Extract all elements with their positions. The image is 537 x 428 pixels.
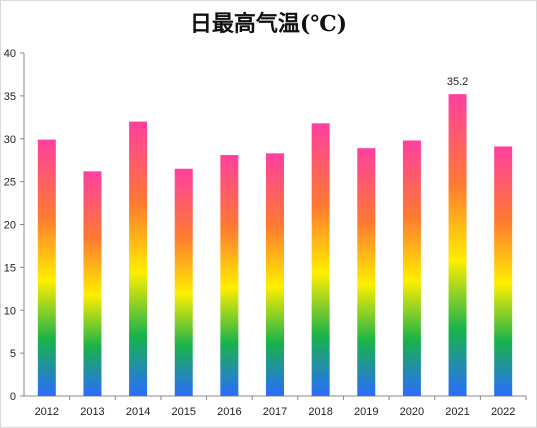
y-tick-label: 35	[4, 91, 16, 103]
bar-2021	[448, 94, 467, 396]
x-tick-label: 2012	[35, 406, 59, 418]
bar-2015	[174, 168, 193, 396]
bar-2020	[402, 140, 421, 396]
axes: 0 5 10 15 20 25 30 35 40	[4, 48, 527, 403]
y-tick-label: 10	[4, 305, 16, 317]
x-tick-label: 2018	[308, 406, 332, 418]
data-label: 35.2	[447, 76, 468, 88]
bar-2014	[129, 121, 148, 396]
bars	[37, 94, 513, 397]
bar-2013	[83, 171, 102, 396]
y-tick-label: 30	[4, 134, 16, 146]
x-tick-label: 2022	[491, 406, 515, 418]
y-tick-label: 15	[4, 262, 16, 274]
bar-2018	[311, 123, 330, 396]
x-tick-label: 2015	[171, 406, 195, 418]
labels: 2012 2013 2014 2015 2016 2017 2018 2019 2020 2021…	[35, 76, 516, 418]
x-tick-label: 2017	[263, 406, 287, 418]
y-tick-label: 40	[4, 48, 16, 60]
bar-2019	[357, 148, 376, 396]
x-tick-label: 2020	[400, 406, 424, 418]
bar-2022	[494, 146, 513, 396]
bar-2012	[37, 139, 56, 397]
y-tick-label: 20	[4, 220, 16, 232]
x-tick-label: 2019	[354, 406, 378, 418]
x-tick-label: 2013	[80, 406, 104, 418]
x-tick-label: 2021	[445, 406, 469, 418]
bar-2016	[220, 155, 239, 396]
y-tick-label: 5	[10, 348, 16, 360]
y-tick-label: 25	[4, 177, 16, 189]
bar-2017	[266, 153, 284, 396]
y-tick-label: 0	[10, 391, 16, 403]
x-tick-label: 2014	[126, 406, 150, 418]
chart-title: 日最高气温(℃)	[189, 11, 348, 37]
x-tick-label: 2016	[217, 406, 241, 418]
